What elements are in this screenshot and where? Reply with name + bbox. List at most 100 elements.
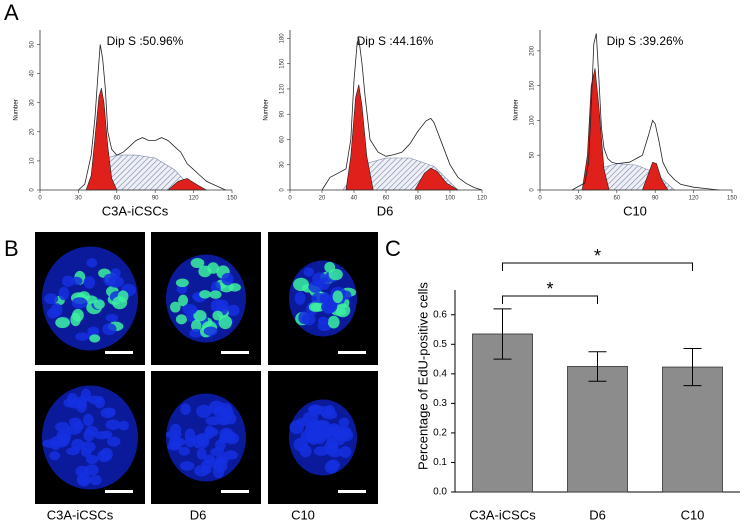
x-tick-label: 60 <box>113 196 120 202</box>
nucleus <box>293 277 309 292</box>
nucleus <box>203 326 218 336</box>
micrograph-label: C3A-iCSCs <box>47 507 114 522</box>
nucleus <box>189 328 203 338</box>
micrographs <box>35 232 378 504</box>
nucleus <box>190 258 205 269</box>
y-tick-label: 10 <box>30 157 36 164</box>
nucleus <box>101 430 113 439</box>
nucleus <box>87 326 100 336</box>
y-tick-label: 40 <box>30 70 36 77</box>
x-tick-label: 0 <box>288 196 292 202</box>
y-tick-label: 150 <box>280 58 286 69</box>
x-tick-label: 90 <box>652 196 659 202</box>
y-tick-label: 0 <box>30 188 36 192</box>
y-tick-label: 0.6 <box>433 309 447 320</box>
histogram-area <box>345 84 374 191</box>
nucleus <box>67 398 83 409</box>
x-tick-label: 100 <box>445 196 456 202</box>
nucleus <box>50 303 63 317</box>
nucleus <box>178 446 191 456</box>
panel-label: C <box>385 236 401 261</box>
nucleus <box>55 317 70 329</box>
nucleus <box>106 436 121 447</box>
nucleus <box>118 420 130 431</box>
nucleus <box>169 423 182 436</box>
nucleus <box>55 421 70 432</box>
nucleus <box>184 436 196 448</box>
nucleus <box>83 276 96 289</box>
nucleus <box>75 332 90 341</box>
chart-title: Dip S :39.26% <box>607 34 684 48</box>
panel-label: B <box>4 236 19 261</box>
scale-bar <box>105 351 133 354</box>
nucleus <box>218 315 233 330</box>
error-bar <box>493 308 512 360</box>
nucleus <box>175 314 188 325</box>
nucleus <box>49 451 61 461</box>
nucleus <box>93 299 105 310</box>
x-tick-label: D6 <box>589 507 606 522</box>
nucleus <box>85 425 99 436</box>
nucleus <box>294 291 306 306</box>
nucleus <box>335 303 351 318</box>
bar <box>567 366 628 493</box>
nucleus <box>81 441 96 453</box>
nucleus <box>196 404 212 419</box>
nucleus <box>42 439 58 448</box>
nucleus <box>324 405 336 417</box>
nucleus <box>212 310 224 321</box>
scale-bar <box>338 351 366 354</box>
y-tick-label: 0.0 <box>433 487 447 498</box>
nucleus <box>73 421 84 431</box>
nucleus <box>100 407 116 419</box>
x-tick-label: 30 <box>575 196 582 202</box>
nucleus <box>78 475 91 485</box>
chart-title: Dip S :50.96% <box>107 34 184 48</box>
scale-bar <box>105 490 133 493</box>
nucleus <box>332 290 343 304</box>
significance-bracket <box>502 295 598 304</box>
nucleus <box>324 461 339 474</box>
significance-bracket <box>502 262 693 271</box>
x-tick-label: 120 <box>477 196 488 202</box>
y-tick-label: 50 <box>530 151 536 158</box>
y-tick-label: 0.3 <box>433 398 447 409</box>
x-tick-label: 80 <box>415 196 422 202</box>
x-tick-label: 0 <box>538 196 542 202</box>
nucleus <box>209 290 222 299</box>
nucleus <box>110 268 121 279</box>
nucleus <box>182 304 198 315</box>
nucleus <box>178 294 189 307</box>
nucleus <box>293 437 309 452</box>
y-tick-label: 0.5 <box>433 339 447 350</box>
nucleus <box>198 265 212 278</box>
nucleus <box>175 278 189 288</box>
nucleus <box>82 413 94 427</box>
nucleus <box>180 461 195 471</box>
nucleus <box>338 417 350 428</box>
nucleus <box>327 315 340 329</box>
x-axis-label: D6 <box>377 203 394 218</box>
nucleus <box>105 313 119 322</box>
nucleus <box>193 309 207 322</box>
y-tick-label: 50 <box>30 41 36 48</box>
significance-label: * <box>594 246 601 266</box>
x-tick-label: C10 <box>681 507 705 522</box>
nucleus <box>205 416 221 426</box>
nucleus <box>221 272 234 286</box>
bar <box>472 333 533 493</box>
nucleus <box>226 413 237 425</box>
y-tick-label: 0.2 <box>433 428 447 439</box>
nucleus <box>327 442 339 453</box>
x-tick-label: 20 <box>319 196 326 202</box>
scale-bar <box>338 490 366 493</box>
nucleus <box>196 433 210 446</box>
y-tick-label: 60 <box>280 135 286 142</box>
nucleus <box>307 432 321 445</box>
scale-bar <box>221 490 249 493</box>
nucleus <box>215 457 227 466</box>
nucleus <box>170 301 181 313</box>
nucleus <box>89 474 102 486</box>
error-bar <box>588 351 607 382</box>
x-tick-label: 150 <box>227 196 238 202</box>
